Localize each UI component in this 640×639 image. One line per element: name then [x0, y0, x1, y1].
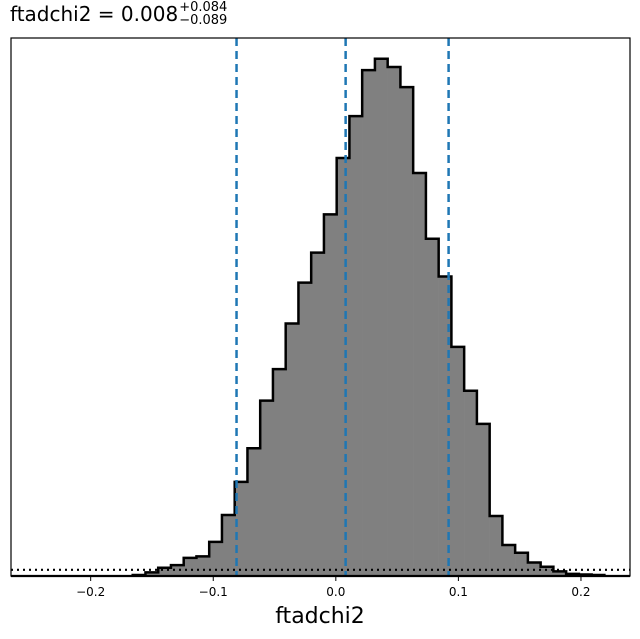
histogram-bar: [183, 557, 197, 576]
histogram-bar: [285, 323, 299, 576]
histogram-bar: [221, 514, 235, 576]
histogram-bar: [209, 541, 223, 576]
histogram-bar: [374, 58, 388, 576]
title-median: 0.008: [120, 2, 179, 26]
histogram-bar: [234, 481, 248, 576]
title-equals: =: [97, 2, 115, 26]
histogram-bar: [247, 448, 261, 576]
histogram-bar: [502, 544, 516, 576]
histogram-bar: [298, 282, 312, 576]
title-plus: +0.084: [179, 0, 228, 15]
x-tick-label: 0.0: [326, 585, 345, 599]
histogram-bar: [553, 571, 567, 576]
histogram-outline: [131, 57, 606, 577]
histogram-bar: [158, 567, 172, 576]
x-axis-ticks: −0.2 −0.1 0.0 0.1 0.2: [76, 576, 591, 599]
histogram-bar: [336, 158, 350, 576]
histogram-bar: [425, 238, 439, 576]
x-tick-label: −0.2: [76, 585, 105, 599]
histogram-bar: [515, 552, 529, 576]
histogram-bar: [323, 214, 337, 576]
histogram-bar: [413, 173, 427, 576]
histogram-bar: [464, 390, 478, 576]
title-minus: −0.089: [179, 12, 228, 28]
histogram-bar: [260, 400, 274, 576]
x-tick-label: −0.1: [199, 585, 228, 599]
histogram-bar: [489, 515, 503, 576]
plot-area: [10, 37, 631, 578]
x-tick-label: 0.2: [571, 585, 590, 599]
histogram-bar: [145, 572, 159, 576]
x-tick-label: 0.1: [449, 585, 468, 599]
histogram-bar: [311, 252, 325, 577]
title-errors: +0.084 −0.089: [179, 1, 227, 27]
histogram-bar: [476, 423, 490, 576]
histogram-bar: [170, 565, 185, 576]
chart-title: ftadchi2 = 0.008 +0.084 −0.089: [10, 1, 227, 29]
x-axis-label: ftadchi2: [275, 604, 365, 629]
histogram-bar: [349, 116, 363, 576]
histogram-bar: [387, 66, 401, 576]
histogram-bar: [438, 276, 452, 576]
histogram-bar: [272, 369, 286, 576]
histogram-bar: [196, 556, 210, 576]
histogram-bar: [540, 566, 554, 576]
histogram-bar: [400, 87, 414, 577]
histogram-bar: [451, 346, 465, 576]
title-param: ftadchi2: [10, 2, 92, 26]
histogram-bar: [362, 70, 376, 577]
